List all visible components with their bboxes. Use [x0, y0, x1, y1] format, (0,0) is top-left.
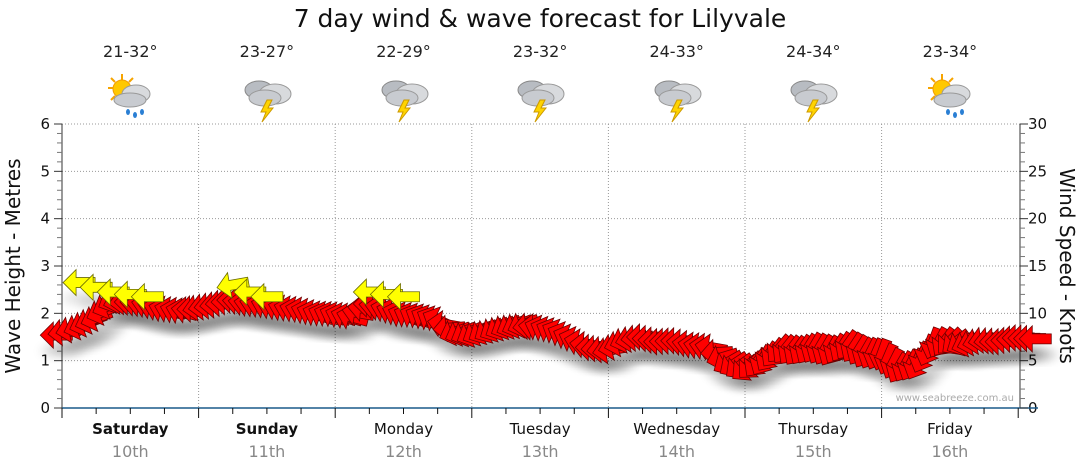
day-date: 14th	[658, 442, 696, 461]
day-date: 13th	[521, 442, 559, 461]
day-date: 12th	[385, 442, 422, 461]
day-name: Saturday	[92, 420, 169, 438]
cloud-lightning-icon	[472, 70, 608, 124]
wind-arrow	[1018, 324, 1052, 353]
y-right-tick-label: 15	[1028, 257, 1047, 275]
y-left-tick-label: 3	[40, 257, 50, 275]
day-name: Friday	[927, 420, 973, 438]
y-right-tick-label: 25	[1028, 162, 1047, 180]
y-right-tick-label: 20	[1028, 210, 1047, 228]
cloud-lightning-icon	[609, 70, 745, 124]
wave-arrow	[386, 282, 420, 311]
day-temperature: 21-32°	[103, 42, 158, 61]
day-name: Thursday	[778, 420, 849, 438]
day-temperature: 24-33°	[649, 42, 704, 61]
y-right-tick-label: 30	[1028, 115, 1047, 133]
day-temperature: 22-29°	[376, 42, 431, 61]
watermark: www.seabreeze.com.au	[896, 393, 1014, 404]
wave-arrow	[216, 271, 250, 300]
y-left-tick-label: 2	[40, 304, 50, 322]
day-temperature: 23-34°	[922, 42, 978, 61]
y-left-tick-label: 1	[40, 352, 50, 370]
day-name: Wednesday	[633, 420, 721, 438]
cloud-lightning-icon	[745, 70, 881, 124]
sun-cloud-rain-icon	[882, 70, 1018, 124]
y-right-axis-title: Wind Speed - Knots	[1055, 168, 1079, 364]
y-left-axis-title: Wave Height - Metres	[1, 158, 25, 373]
y-right-tick-label: 10	[1028, 304, 1047, 322]
day-date: 11th	[248, 442, 286, 461]
cloud-lightning-icon	[199, 70, 335, 124]
day-temperature: 24-34°	[786, 42, 841, 61]
day-name: Monday	[373, 420, 434, 438]
arrow-shadow	[1019, 348, 1060, 361]
y-left-tick-label: 5	[40, 162, 50, 180]
y-left-tick-label: 0	[40, 399, 50, 417]
day-temperature: 23-27°	[239, 42, 295, 61]
day-name: Tuesday	[509, 420, 571, 438]
wave-arrow	[250, 282, 284, 311]
sun-cloud-rain-icon	[62, 70, 198, 124]
y-right-tick-label: 5	[1028, 352, 1038, 370]
wave-arrow	[130, 282, 164, 311]
day-name: Sunday	[235, 420, 299, 438]
chart-title: 7 day wind & wave forecast for Lilyvale	[293, 4, 787, 33]
day-date: 15th	[794, 442, 832, 461]
y-left-tick-label: 6	[40, 115, 50, 133]
day-temperature: 23-32°	[512, 42, 568, 61]
day-date: 10th	[111, 442, 149, 461]
y-left-tick-label: 4	[40, 210, 50, 228]
cloud-lightning-icon	[336, 70, 472, 124]
day-date: 16th	[931, 442, 969, 461]
